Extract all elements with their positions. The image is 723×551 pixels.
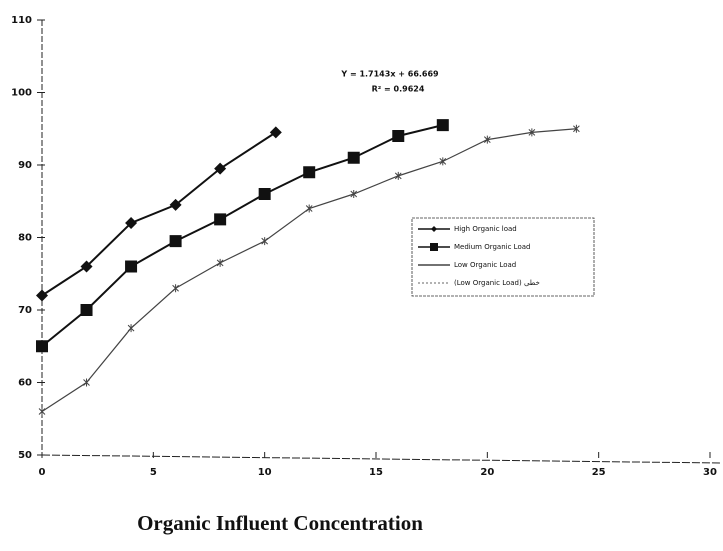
y-tick-label: 90: [18, 160, 32, 171]
series-line: [41, 124, 444, 348]
point: [392, 130, 405, 142]
point: [83, 378, 90, 387]
point: [127, 324, 135, 333]
point: [214, 213, 227, 226]
legend-label: Medium Organic Load: [454, 243, 530, 251]
point: [216, 258, 224, 267]
point: [269, 126, 282, 139]
point: [214, 162, 227, 175]
point: [80, 260, 93, 273]
point: [573, 124, 580, 133]
point: [483, 135, 491, 144]
point: [169, 235, 182, 248]
equation: Y = 1.7143x + 66.669: [340, 70, 439, 79]
point: [261, 237, 269, 246]
x-tick-label: 15: [369, 467, 383, 478]
point: [169, 198, 182, 211]
legend-marker: [431, 226, 437, 232]
point: [303, 166, 316, 179]
point: [439, 157, 447, 166]
point: [350, 190, 358, 198]
point: [172, 284, 179, 293]
point: [125, 217, 138, 229]
series-line: [41, 131, 277, 297]
point: [528, 128, 536, 137]
y-tick-label: 110: [11, 15, 32, 26]
legend-label: (Low Organic Load) خطی: [454, 279, 540, 287]
legend-label: High Organic load: [454, 225, 517, 233]
x-tick-label: 5: [150, 467, 157, 478]
x-tick-label: 25: [592, 467, 606, 478]
point: [38, 407, 46, 416]
y-tick-label: 60: [18, 378, 32, 389]
x-tick-label: 30: [703, 467, 717, 478]
point: [36, 340, 48, 353]
point: [125, 260, 138, 273]
point: [347, 151, 360, 164]
x-axis-label: Organic Influent Concentration: [137, 511, 423, 535]
x-tick-label: 10: [258, 467, 272, 478]
r-squared: R² = 0.9624: [372, 85, 425, 94]
y-tick-label: 70: [18, 305, 32, 316]
legend-marker: [430, 243, 438, 251]
x-axis: [41, 454, 721, 464]
point: [394, 171, 402, 180]
y-tick-label: 100: [11, 88, 32, 99]
point: [305, 204, 313, 213]
legend-label: Low Organic Load: [454, 261, 516, 269]
point: [80, 304, 93, 316]
y-tick-label: 80: [18, 233, 32, 244]
x-tick-label: 20: [480, 467, 494, 478]
point: [436, 119, 449, 132]
point: [36, 289, 48, 302]
point: [258, 188, 271, 200]
x-tick-label: 0: [39, 467, 46, 478]
y-tick-label: 50: [18, 450, 32, 461]
